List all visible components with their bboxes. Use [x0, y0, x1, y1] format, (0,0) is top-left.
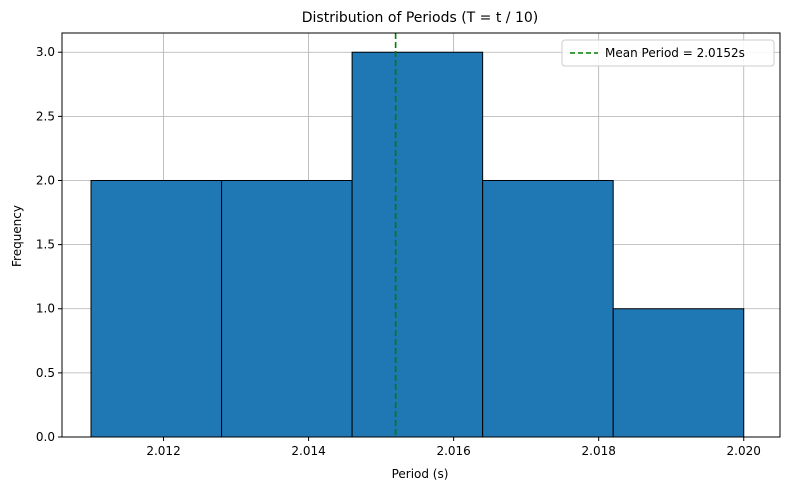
- legend: Mean Period = 2.0152s: [561, 39, 775, 67]
- histogram-bar-2: [221, 179, 353, 438]
- x-tick-label-4: 2.020: [727, 444, 761, 458]
- histogram-bar-4: [482, 179, 614, 438]
- y-tick-label-6: 3.0: [36, 45, 55, 59]
- x-tick-label-3: 2.018: [582, 444, 616, 458]
- y-tick-label-4: 2.0: [36, 173, 55, 187]
- plot-frame: [61, 32, 781, 438]
- y-tick-label-3: 1.5: [36, 238, 55, 252]
- bars: [90, 51, 745, 438]
- x-axis-ticks: 2.012 2.014 2.016 2.018 2.020: [146, 437, 761, 458]
- legend-mean-label: Mean Period = 2.0152s: [605, 46, 745, 60]
- legend-box: [561, 39, 775, 67]
- x-axis-label: Period (s): [392, 467, 449, 481]
- y-axis-label: Frequency: [10, 205, 24, 267]
- y-tick-label-1: 0.5: [36, 366, 55, 380]
- x-tick-label-0: 2.012: [146, 444, 180, 458]
- x-tick-label-2: 2.016: [436, 444, 470, 458]
- histogram-bar-5: [612, 308, 745, 438]
- y-tick-label-2: 1.0: [36, 302, 55, 316]
- chart-title: Distribution of Periods (T = t / 10): [302, 10, 539, 26]
- histogram-bar-3: [351, 51, 484, 438]
- y-tick-label-5: 2.5: [36, 109, 55, 123]
- y-axis-ticks: 0.0 0.5 1.0 1.5 2.0 2.5 3.0: [36, 45, 62, 444]
- histogram-bar-1: [90, 179, 223, 438]
- x-tick-label-1: 2.014: [291, 444, 325, 458]
- y-tick-label-0: 0.0: [36, 430, 55, 444]
